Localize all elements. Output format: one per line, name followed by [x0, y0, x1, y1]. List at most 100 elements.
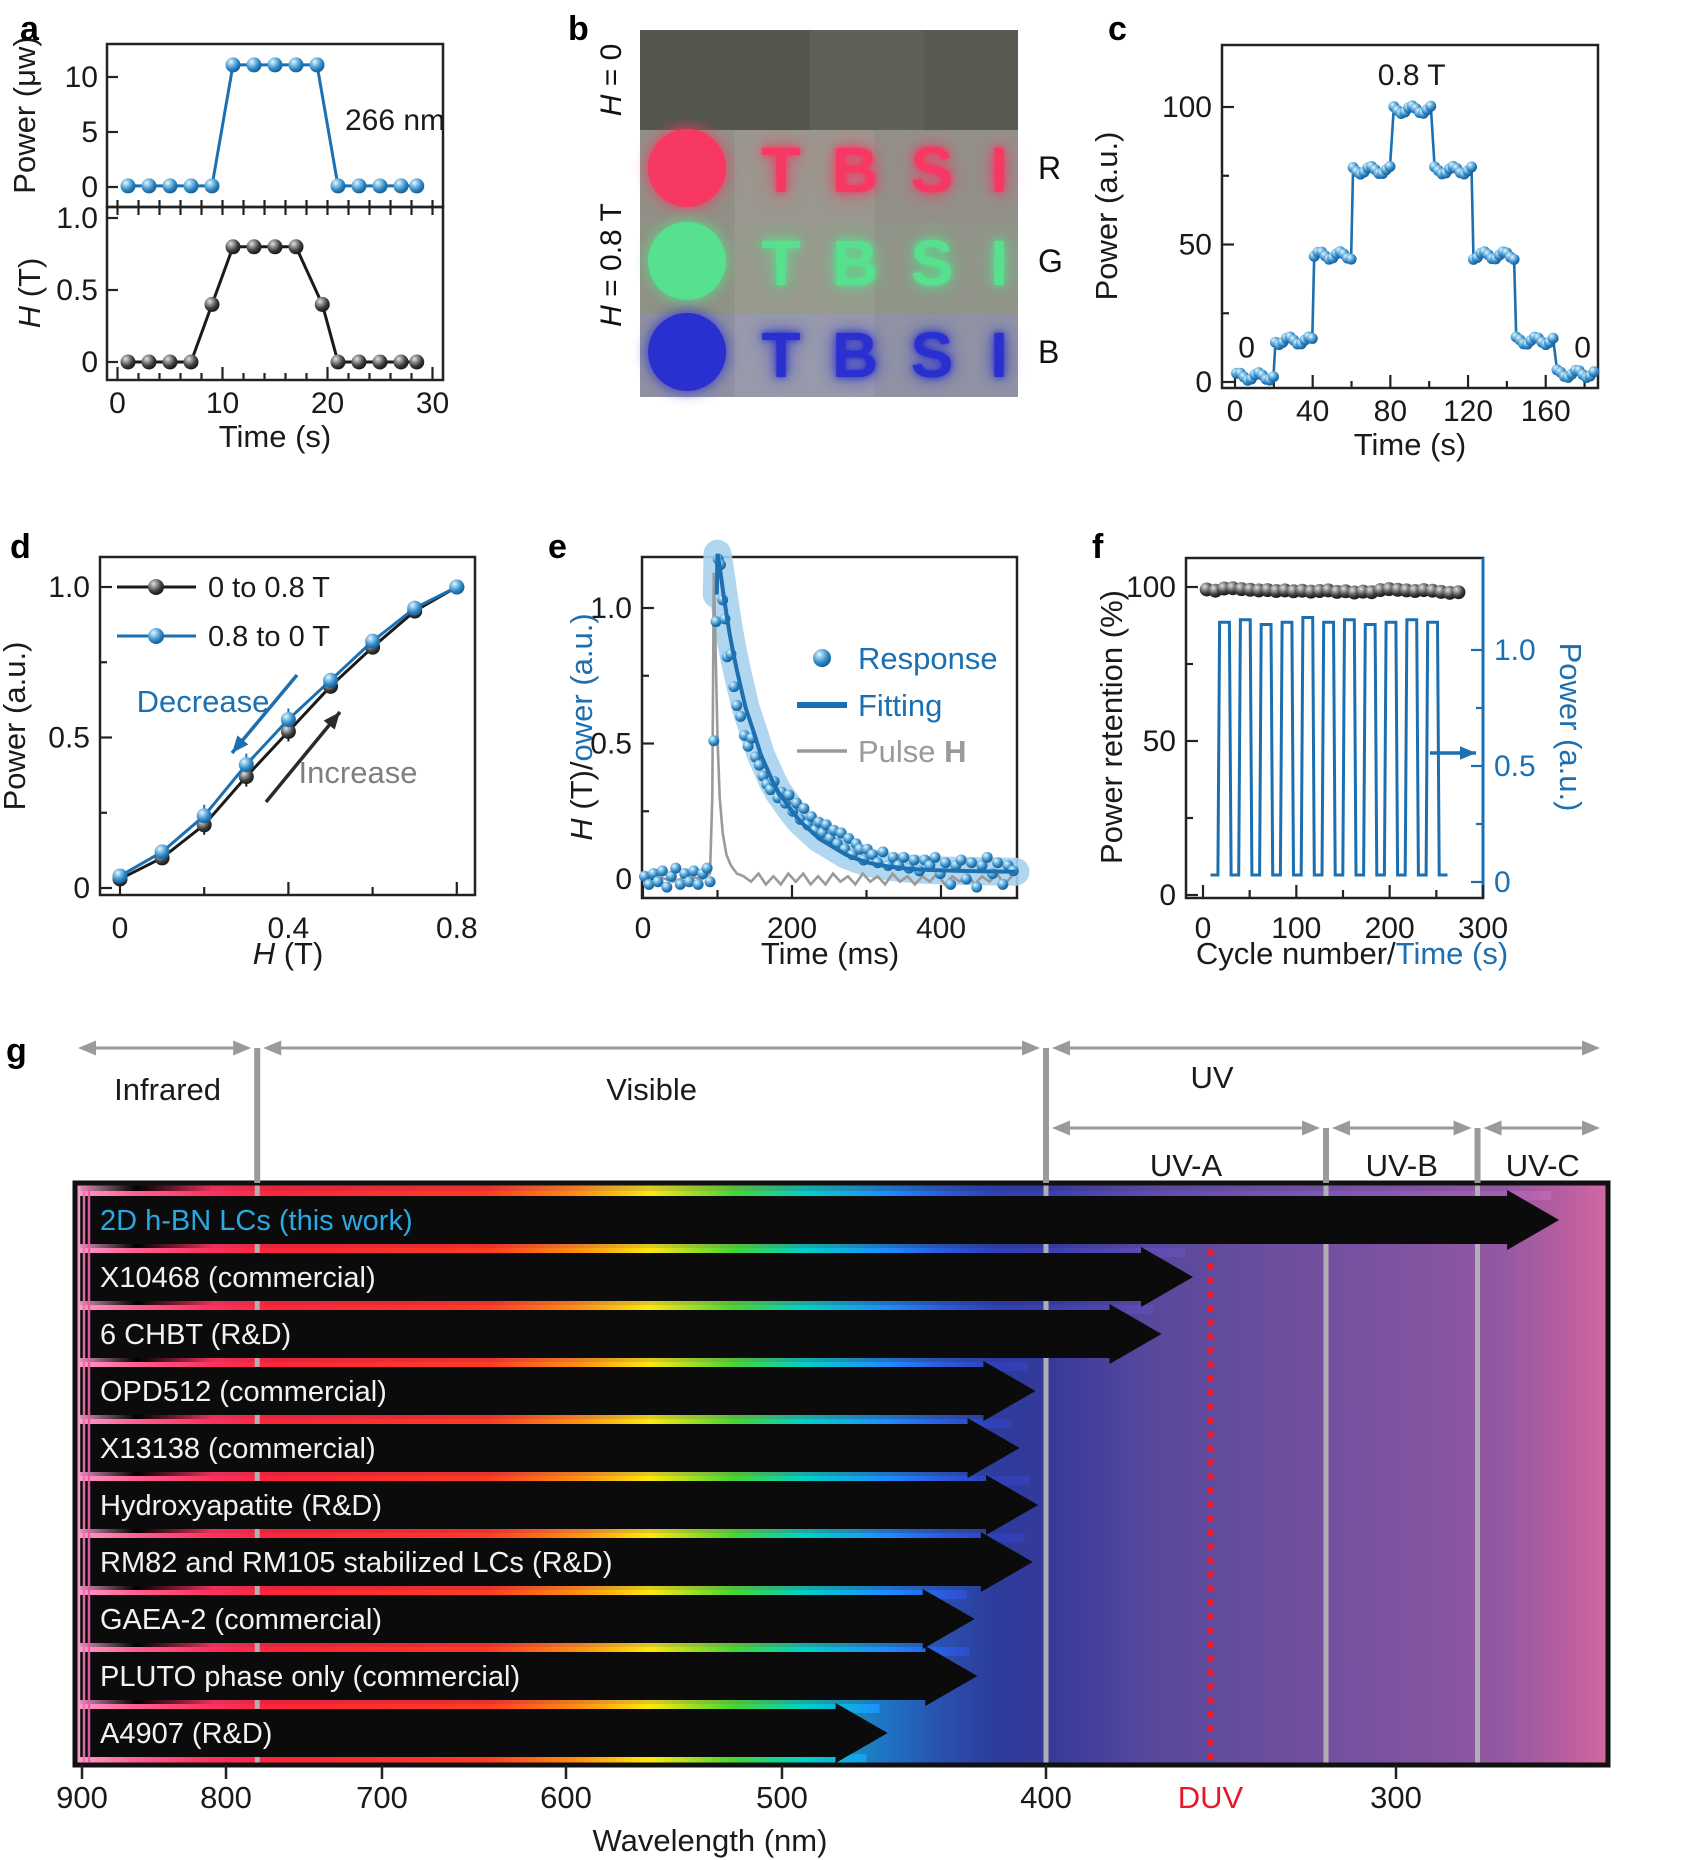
svg-text:10: 10: [65, 61, 98, 94]
letter-t-blue: T: [761, 319, 801, 391]
svg-text:120: 120: [1443, 395, 1493, 428]
svg-text:UV-A: UV-A: [1150, 1148, 1223, 1183]
svg-text:Power (a.u.): Power (a.u.): [1553, 643, 1588, 812]
svg-text:0 to 0.8 T: 0 to 0.8 T: [208, 572, 330, 604]
green-disc-sample: [648, 222, 726, 300]
photo-row-unlit: [640, 30, 1018, 130]
letter-i-red: I: [990, 134, 1008, 206]
svg-text:700: 700: [356, 1780, 408, 1815]
svg-text:X13138 (commercial): X13138 (commercial): [100, 1433, 376, 1465]
svg-text:Power (a.u.): Power (a.u.): [0, 642, 32, 811]
svg-text:OPD512 (commercial): OPD512 (commercial): [100, 1376, 387, 1408]
svg-text:Visible: Visible: [606, 1072, 697, 1107]
svg-text:A4907 (R&D): A4907 (R&D): [100, 1718, 272, 1750]
row-label-r: R: [1038, 150, 1062, 186]
panel-label-b: b: [568, 10, 589, 48]
svg-text:UV: UV: [1190, 1060, 1233, 1095]
letter-s-red: S: [910, 134, 954, 206]
svg-text:1.0: 1.0: [48, 571, 90, 604]
svg-text:0: 0: [73, 872, 90, 905]
svg-text:6 CHBT (R&D): 6 CHBT (R&D): [100, 1319, 291, 1351]
svg-text:0.5: 0.5: [48, 722, 90, 755]
svg-text:H (T): H (T): [253, 936, 324, 971]
svg-text:600: 600: [540, 1780, 592, 1815]
svg-text:0: 0: [1195, 912, 1212, 945]
svg-text:266 nm: 266 nm: [345, 104, 445, 137]
svg-text:Hydroxyapatite (R&D): Hydroxyapatite (R&D): [100, 1490, 382, 1522]
svg-text:Response: Response: [858, 641, 998, 676]
svg-text:80: 80: [1374, 395, 1407, 428]
svg-text:0: 0: [1195, 366, 1212, 399]
field-08t-label: H = 0.8 T: [595, 203, 628, 327]
letter-b-green: B: [832, 227, 879, 299]
svg-text:40: 40: [1296, 395, 1329, 428]
svg-text:Infrared: Infrared: [114, 1072, 221, 1107]
svg-text:0: 0: [81, 171, 98, 204]
letter-s-blue: S: [910, 319, 954, 391]
svg-text:1.0: 1.0: [590, 592, 632, 625]
svg-text:300: 300: [1458, 912, 1508, 945]
letter-b-red: B: [832, 134, 879, 206]
svg-text:0: 0: [112, 912, 129, 945]
svg-text:0.8 T: 0.8 T: [1378, 59, 1446, 92]
svg-text:Time (ms): Time (ms): [761, 936, 899, 971]
svg-text:100: 100: [1162, 91, 1212, 124]
svg-text:PLUTO phase only (commercial): PLUTO phase only (commercial): [100, 1661, 520, 1693]
svg-text:50: 50: [1143, 725, 1176, 758]
svg-text:10: 10: [206, 387, 239, 420]
letter-b-blue: B: [832, 319, 879, 391]
panel-label-c: c: [1108, 10, 1127, 48]
svg-text:0: 0: [635, 912, 652, 945]
svg-text:GAEA-2 (commercial): GAEA-2 (commercial): [100, 1604, 382, 1636]
letter-i-blue: I: [990, 319, 1008, 391]
svg-text:0: 0: [1494, 866, 1511, 899]
panel-label-f: f: [1092, 528, 1104, 566]
svg-text:50: 50: [1179, 229, 1212, 262]
letter-t-red: T: [761, 134, 801, 206]
svg-text:Increase: Increase: [299, 755, 418, 790]
svg-text:30: 30: [416, 387, 449, 420]
svg-text:0.8 to 0 T: 0.8 to 0 T: [208, 621, 330, 653]
svg-text:0: 0: [1227, 395, 1244, 428]
letter-t-green: T: [761, 227, 801, 299]
svg-text:DUV: DUV: [1178, 1780, 1244, 1815]
panel-label-g: g: [6, 1032, 27, 1070]
svg-text:Power retention (%): Power retention (%): [1094, 590, 1129, 864]
svg-text:0: 0: [615, 863, 632, 896]
svg-text:100: 100: [1271, 912, 1321, 945]
svg-text:Power (μw): Power (μw): [7, 36, 42, 193]
svg-text:0: 0: [1574, 331, 1591, 364]
svg-text:400: 400: [916, 912, 966, 945]
row-label-g: G: [1038, 243, 1063, 279]
row-label-b: B: [1038, 334, 1060, 370]
svg-text:H (T)/ower (a.u.): H (T)/ower (a.u.): [564, 613, 599, 840]
svg-text:Fitting: Fitting: [858, 688, 942, 723]
svg-text:Wavelength (nm): Wavelength (nm): [593, 1823, 828, 1858]
svg-text:20: 20: [311, 387, 344, 420]
svg-text:1.0: 1.0: [1494, 634, 1536, 667]
svg-text:Decrease: Decrease: [137, 684, 270, 719]
svg-text:160: 160: [1521, 395, 1571, 428]
svg-text:500: 500: [756, 1780, 808, 1815]
svg-text:400: 400: [1020, 1780, 1072, 1815]
svg-text:0: 0: [1238, 331, 1255, 364]
fluorescence-photo: T B S I T B S I T B S I: [640, 30, 1018, 397]
field-zero-label: H = 0: [595, 43, 628, 117]
svg-text:0: 0: [109, 387, 126, 420]
svg-text:0.8: 0.8: [436, 912, 478, 945]
svg-text:0.4: 0.4: [268, 912, 310, 945]
svg-text:0.5: 0.5: [1494, 750, 1536, 783]
svg-text:100: 100: [1126, 571, 1176, 604]
svg-text:300: 300: [1370, 1780, 1422, 1815]
letter-s-green: S: [910, 227, 954, 299]
svg-text:Cycle number/Time (s): Cycle number/Time (s): [1196, 936, 1508, 971]
svg-text:200: 200: [1365, 912, 1415, 945]
panel-label-e: e: [548, 528, 567, 566]
panel-label-d: d: [10, 528, 31, 566]
blue-disc-sample: [648, 313, 726, 391]
svg-text:Time (s): Time (s): [1354, 427, 1467, 462]
svg-text:H (T): H (T): [12, 258, 47, 329]
panel-label-a: a: [20, 10, 39, 48]
